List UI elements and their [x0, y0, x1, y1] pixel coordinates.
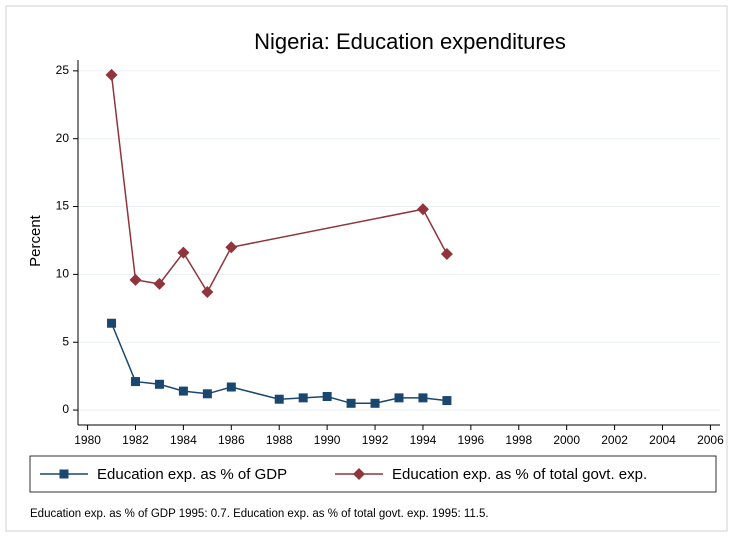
y-tick-label: 25	[56, 63, 70, 77]
x-tick-label: 1984	[170, 433, 197, 447]
y-tick-label: 10	[56, 267, 70, 281]
data-point	[105, 68, 118, 81]
note: Education exp. as % of GDP 1995: 0.7. Ed…	[30, 508, 489, 520]
chart-title: Nigeria: Education expenditures	[254, 29, 566, 54]
data-point	[225, 241, 238, 254]
legend-label: Education exp. as % of total govt. exp.	[392, 466, 647, 483]
x-tick-label: 2002	[601, 433, 628, 447]
x-tick-label: 1996	[458, 433, 485, 447]
data-point	[153, 277, 166, 290]
data-point	[202, 389, 212, 399]
data-point	[346, 398, 356, 408]
data-point	[154, 379, 164, 389]
x-tick-label: 1998	[505, 433, 532, 447]
data-point	[394, 393, 404, 403]
y-tick-label: 20	[56, 131, 70, 145]
data-point	[416, 203, 429, 216]
data-point	[274, 394, 284, 404]
data-point	[178, 386, 188, 396]
x-tick-label: 2006	[697, 433, 724, 447]
data-point	[418, 393, 428, 403]
legend-label: Education exp. as % of GDP	[97, 466, 287, 483]
frame	[5, 5, 728, 532]
x-tick-label: 1994	[410, 433, 437, 447]
y-tick-label: 15	[56, 199, 70, 213]
data-point	[107, 318, 117, 328]
data-point	[130, 377, 140, 387]
x-tick-label: 2004	[649, 433, 676, 447]
data-point	[298, 393, 308, 403]
x-tick-label: 1992	[362, 433, 389, 447]
y-tick-label: 0	[62, 402, 69, 416]
y-tick-label: 5	[62, 334, 69, 348]
data-point	[322, 392, 332, 402]
x-tick-label: 1986	[218, 433, 245, 447]
y-axis-label: Percent	[27, 214, 44, 267]
data-point	[177, 246, 190, 259]
data-point	[370, 398, 380, 408]
data-point	[201, 286, 214, 299]
data-point	[129, 273, 142, 286]
data-point	[442, 396, 452, 406]
x-tick-label: 1988	[266, 433, 293, 447]
x-tick-label: 1990	[314, 433, 341, 447]
x-tick-label: 2000	[553, 433, 580, 447]
x-tick-label: 1980	[74, 433, 101, 447]
data-point	[226, 382, 236, 392]
legend-marker	[353, 468, 365, 480]
legend-marker	[59, 469, 69, 479]
data-point	[440, 248, 453, 261]
x-tick-label: 1982	[122, 433, 149, 447]
